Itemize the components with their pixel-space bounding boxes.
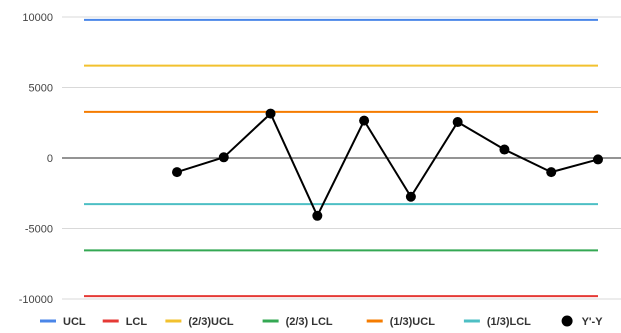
y-tick-label: 10000	[22, 12, 53, 24]
legend-label: UCL	[63, 316, 86, 328]
series-layer	[84, 18, 603, 298]
data-point	[546, 167, 557, 178]
data-point	[359, 115, 370, 126]
legend-label: LCL	[126, 316, 148, 328]
legend-label: (1/3)LCL	[487, 316, 531, 328]
data-point	[593, 154, 603, 165]
data-point	[452, 117, 463, 128]
data-point	[218, 152, 229, 163]
data-point	[312, 210, 323, 221]
legend-label: (2/3)UCL	[188, 316, 234, 328]
legend-item-1: LCL	[102, 316, 148, 328]
data-point	[405, 191, 416, 202]
data-point	[265, 108, 276, 119]
legend-item-4: (1/3)UCL	[366, 316, 436, 328]
legend-item-2: (2/3)UCL	[165, 316, 234, 328]
legend-marker	[561, 315, 573, 327]
y-axis-ticks: 10000 5000 0 -5000 -10000	[19, 12, 53, 306]
data-point	[499, 144, 510, 155]
y-tick-label: -10000	[19, 294, 53, 306]
legend-item-6: Y'-Y	[561, 315, 604, 328]
legend-label: (2/3) LCL	[286, 316, 333, 328]
legend-label: (1/3)UCL	[390, 316, 436, 328]
grid-layer	[62, 16, 621, 300]
series-line-6	[176, 112, 599, 217]
y-tick-label: 5000	[29, 83, 53, 95]
legend-label: Y'-Y	[582, 316, 604, 328]
y-tick-label: -5000	[25, 224, 53, 236]
data-point	[172, 167, 182, 178]
legend-item-5: (1/3)LCL	[463, 316, 531, 328]
legend-item-3: (2/3) LCL	[262, 316, 333, 328]
y-tick-label: 0	[47, 153, 53, 165]
legend: UCL LCL (2/3)UCL (2/3) LCL (1/3)UCL (1/3)LCL Y…	[40, 315, 604, 328]
legend-item-0: UCL	[40, 316, 86, 328]
